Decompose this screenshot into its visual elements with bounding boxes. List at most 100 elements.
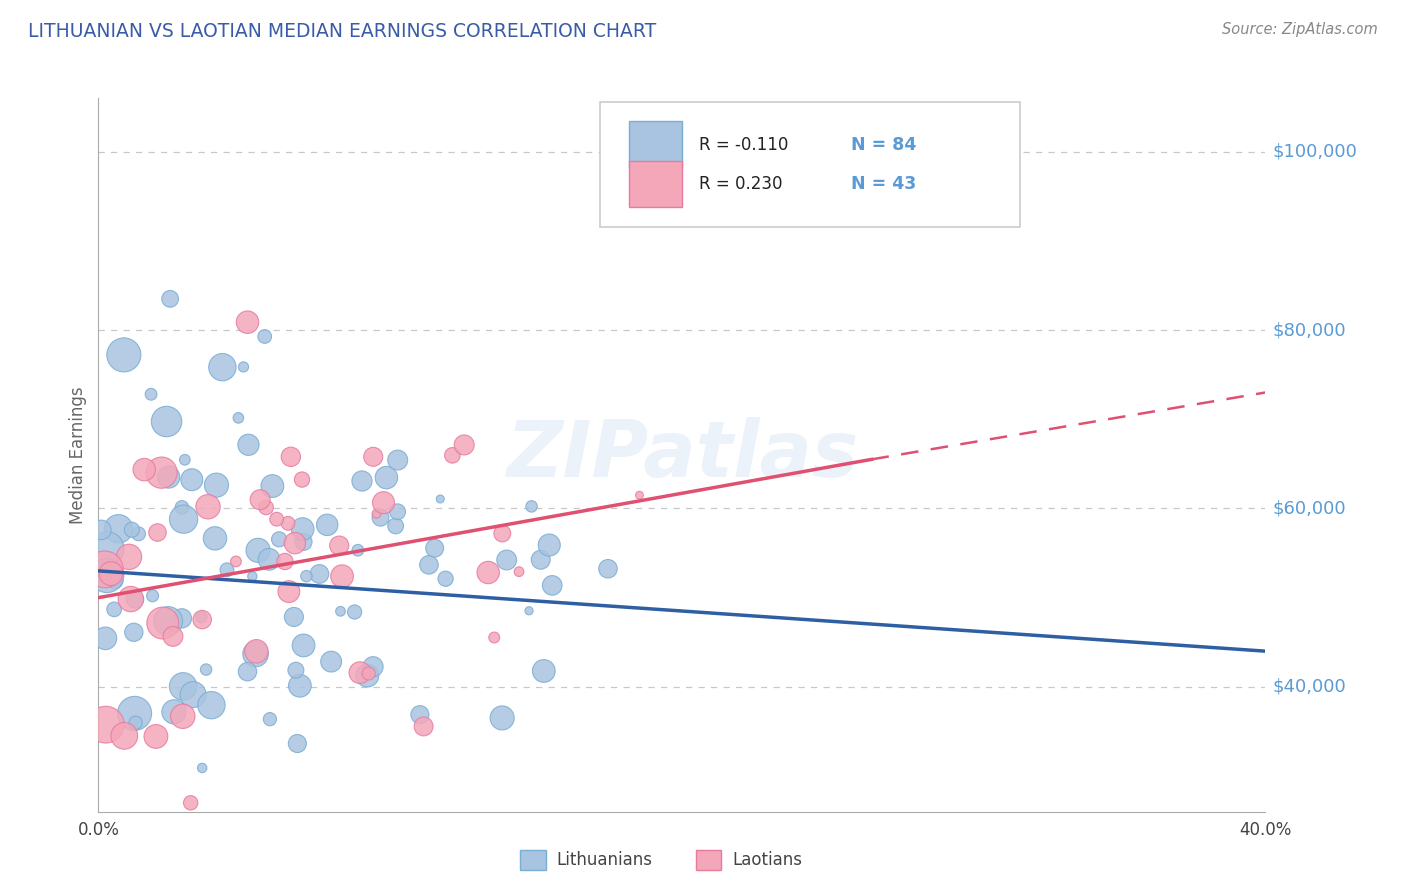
Text: LITHUANIAN VS LAOTIAN MEDIAN EARNINGS CORRELATION CHART: LITHUANIAN VS LAOTIAN MEDIAN EARNINGS CO…	[28, 22, 657, 41]
Point	[356, 668, 378, 682]
Point	[266, 512, 288, 526]
Point	[159, 292, 181, 306]
Point	[596, 562, 619, 576]
Text: $100,000: $100,000	[1272, 143, 1357, 161]
Point	[197, 500, 219, 514]
Point	[292, 639, 315, 653]
Point	[236, 315, 259, 329]
Text: R = -0.110: R = -0.110	[699, 136, 789, 153]
Point	[357, 666, 380, 681]
Point	[118, 549, 141, 564]
Point	[508, 565, 530, 579]
Point	[170, 611, 193, 625]
Point	[157, 470, 180, 484]
Point	[423, 541, 446, 556]
Text: $40,000: $40,000	[1272, 678, 1346, 696]
Point	[541, 578, 564, 592]
Point	[283, 610, 305, 624]
Point	[172, 709, 194, 723]
Point	[277, 584, 299, 599]
Point	[284, 663, 307, 677]
Point	[245, 647, 267, 661]
Point	[180, 796, 202, 810]
Point	[347, 543, 370, 558]
Point	[477, 566, 499, 580]
Point	[225, 554, 247, 568]
Point	[409, 707, 432, 722]
Point	[191, 613, 214, 627]
Point	[277, 516, 299, 531]
Point	[163, 705, 186, 719]
Point	[120, 592, 142, 607]
Point	[366, 507, 388, 521]
Point	[181, 688, 204, 702]
Text: N = 84: N = 84	[851, 136, 917, 153]
Point	[361, 659, 384, 673]
FancyBboxPatch shape	[600, 102, 1021, 227]
Point	[180, 473, 202, 487]
Point	[103, 602, 125, 616]
Text: N = 43: N = 43	[851, 175, 917, 193]
Point	[491, 711, 513, 725]
Point	[330, 569, 353, 583]
Point	[96, 541, 118, 556]
Point	[538, 538, 561, 552]
Point	[204, 532, 226, 546]
Point	[124, 706, 146, 721]
Point	[173, 512, 195, 526]
Point	[517, 604, 540, 618]
Point	[195, 663, 218, 677]
Point	[145, 730, 167, 744]
Point	[170, 500, 193, 515]
Point	[384, 519, 406, 533]
Point	[122, 625, 145, 640]
Point	[146, 525, 169, 540]
Point	[288, 679, 311, 693]
Point	[247, 543, 270, 558]
Point	[350, 474, 373, 488]
Point	[530, 552, 553, 566]
Text: $80,000: $80,000	[1272, 321, 1346, 339]
Point	[257, 552, 280, 566]
Point	[236, 665, 259, 679]
Point	[259, 712, 281, 726]
Point	[418, 558, 440, 572]
FancyBboxPatch shape	[630, 121, 682, 168]
Point	[429, 491, 451, 506]
Point	[343, 605, 366, 619]
Point	[329, 604, 352, 618]
Point	[328, 539, 350, 553]
Point	[200, 698, 222, 713]
Point	[121, 523, 143, 537]
Point	[412, 719, 434, 733]
Point	[375, 470, 398, 484]
Point	[112, 729, 135, 743]
Point	[245, 644, 267, 658]
FancyBboxPatch shape	[630, 161, 682, 207]
Point	[349, 665, 371, 680]
Point	[262, 479, 284, 493]
Point	[228, 410, 250, 425]
Point	[361, 450, 384, 464]
Point	[292, 534, 315, 549]
Text: $60,000: $60,000	[1272, 500, 1346, 517]
Point	[142, 589, 165, 603]
Point	[491, 526, 513, 541]
Text: Lithuanians: Lithuanians	[557, 851, 652, 869]
Point	[205, 478, 228, 492]
Point	[134, 462, 156, 476]
Point	[295, 569, 318, 583]
Point	[211, 360, 233, 375]
Point	[104, 574, 127, 588]
Point	[90, 523, 112, 537]
Point	[269, 533, 291, 547]
Point	[124, 715, 146, 730]
Point	[128, 526, 150, 541]
Point	[157, 614, 180, 628]
Text: R = 0.230: R = 0.230	[699, 175, 783, 193]
Point	[291, 522, 314, 536]
Point	[96, 568, 118, 582]
Point	[152, 615, 174, 630]
Point	[94, 632, 117, 646]
Point	[308, 566, 330, 581]
